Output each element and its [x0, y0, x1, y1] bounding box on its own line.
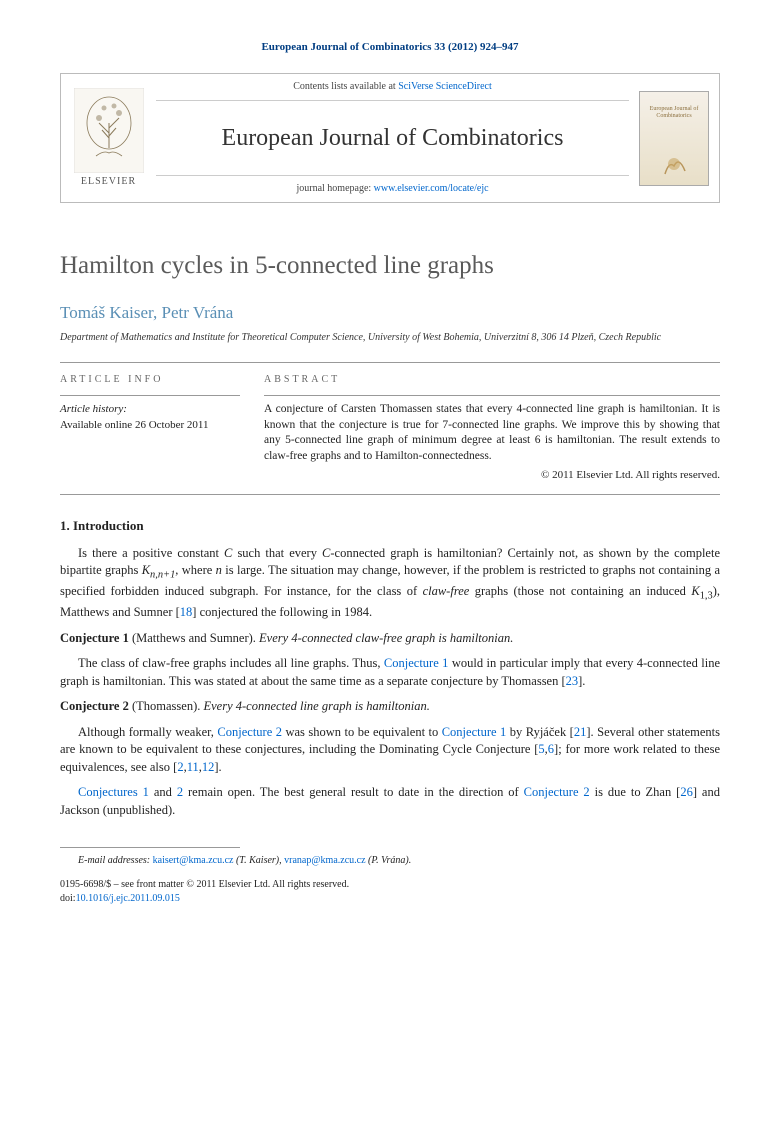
journal-name: European Journal of Combinatorics [156, 101, 629, 175]
cover-thumbnail: European Journal of Combinatorics [629, 74, 719, 202]
email-label: E-mail addresses: [78, 855, 153, 866]
cite-2[interactable]: 2 [177, 760, 183, 774]
article-info-label: article info [60, 373, 240, 387]
cite-18[interactable]: 18 [180, 605, 193, 619]
ref-conj1[interactable]: Conjecture 1 [442, 725, 507, 739]
homepage-prefix: journal homepage: [296, 183, 373, 194]
footer-meta: 0195-6698/$ – see front matter © 2011 El… [60, 878, 720, 906]
intro-para-3: Although formally weaker, Conjecture 2 w… [60, 724, 720, 777]
section-1-heading: 1. Introduction [60, 517, 720, 535]
text: is due to Zhan [ [590, 785, 681, 799]
journal-masthead: ELSEVIER Contents lists available at Sci… [60, 73, 720, 203]
text: Although formally weaker, [78, 725, 217, 739]
elsevier-logo: ELSEVIER [61, 74, 156, 202]
var-K: K [142, 563, 150, 577]
text: graphs (those not containing an induced [469, 584, 691, 598]
var-K: K [691, 584, 699, 598]
cover-image: European Journal of Combinatorics [639, 91, 709, 186]
intro-para-1: Is there a positive constant C such that… [60, 545, 720, 622]
text: ] conjectured the following in 1984. [192, 605, 372, 619]
journal-reference-header: European Journal of Combinatorics 33 (20… [60, 40, 720, 55]
abstract-block: abstract A conjecture of Carsten Thomass… [264, 373, 720, 483]
cite-26[interactable]: 26 [680, 785, 693, 799]
text: (P. Vrána). [366, 855, 412, 866]
history-text: Available online 26 October 2011 [60, 418, 240, 433]
text: (T. Kaiser), [233, 855, 284, 866]
conj1-label: Conjecture 1 [60, 631, 129, 645]
homepage-line: journal homepage: www.elsevier.com/locat… [156, 175, 629, 202]
text: ]. [214, 760, 221, 774]
article-authors: Tomáš Kaiser, Petr Vrána [60, 301, 720, 325]
text: The class of claw-free graphs includes a… [78, 656, 384, 670]
info-rule [60, 395, 240, 396]
ref-conj2[interactable]: Conjecture 2 [524, 785, 590, 799]
intro-para-4: Conjectures 1 and 2 remain open. The bes… [60, 784, 720, 819]
abstract-copyright: © 2011 Elsevier Ltd. All rights reserved… [264, 468, 720, 483]
contents-lists-line: Contents lists available at SciVerse Sci… [156, 74, 629, 101]
doi-prefix: doi: [60, 893, 76, 904]
conjecture-2: Conjecture 2 (Thomassen). Every 4-connec… [60, 698, 720, 716]
ref-conj2[interactable]: Conjecture 2 [217, 725, 282, 739]
cite-23[interactable]: 23 [566, 674, 579, 688]
conj2-source: (Thomassen). [129, 699, 204, 713]
cite-11[interactable]: 11 [187, 760, 199, 774]
masthead-center: Contents lists available at SciVerse Sci… [156, 74, 629, 202]
cite-5[interactable]: 5 [538, 742, 544, 756]
info-abstract-row: article info Article history: Available … [60, 362, 720, 494]
footnote-rule [60, 847, 240, 848]
cover-figure-icon [657, 146, 692, 181]
email-footnote: E-mail addresses: kaisert@kma.zcu.cz (T.… [60, 854, 720, 868]
text: such that every [232, 546, 322, 560]
contents-prefix: Contents lists available at [293, 81, 398, 92]
ref-conj1[interactable]: Conjectures 1 [78, 785, 149, 799]
elsevier-label: ELSEVIER [81, 175, 136, 189]
text: , where [175, 563, 215, 577]
text: Is there a positive constant [78, 546, 224, 560]
cite-12[interactable]: 12 [202, 760, 215, 774]
sciencedirect-link[interactable]: SciVerse ScienceDirect [398, 81, 492, 92]
article-affiliation: Department of Mathematics and Institute … [60, 331, 720, 344]
text: by Ryjáček [ [506, 725, 574, 739]
email-kaiser[interactable]: kaisert@kma.zcu.cz [153, 855, 234, 866]
article-info-block: article info Article history: Available … [60, 373, 240, 483]
conj1-statement: Every 4-connected claw-free graph is ham… [259, 631, 513, 645]
abstract-rule [264, 395, 720, 396]
term-clawfree: claw-free [423, 584, 470, 598]
issn-line: 0195-6698/$ – see front matter © 2011 El… [60, 878, 720, 892]
abstract-text: A conjecture of Carsten Thomassen states… [264, 402, 720, 464]
doi-link[interactable]: 10.1016/j.ejc.2011.09.015 [76, 893, 180, 904]
homepage-link[interactable]: www.elsevier.com/locate/ejc [374, 183, 489, 194]
ref-conj1[interactable]: Conjecture 1 [384, 656, 449, 670]
conj1-source: (Matthews and Sumner). [129, 631, 259, 645]
text: was shown to be equivalent to [282, 725, 442, 739]
email-vrana[interactable]: vranap@kma.zcu.cz [284, 855, 365, 866]
text: ]. [578, 674, 585, 688]
text: remain open. The best general result to … [183, 785, 524, 799]
text: and [149, 785, 177, 799]
article-title: Hamilton cycles in 5-connected line grap… [60, 248, 720, 283]
sub: n,n+1 [150, 570, 175, 581]
conjecture-1: Conjecture 1 (Matthews and Sumner). Ever… [60, 630, 720, 648]
sub: 1,3 [700, 591, 713, 602]
doi-line: doi:10.1016/j.ejc.2011.09.015 [60, 892, 720, 906]
cite-21[interactable]: 21 [574, 725, 587, 739]
elsevier-tree-icon [74, 88, 144, 173]
intro-para-2: The class of claw-free graphs includes a… [60, 655, 720, 690]
history-label: Article history: [60, 402, 240, 417]
abstract-label: abstract [264, 373, 720, 387]
conj2-label: Conjecture 2 [60, 699, 129, 713]
cover-journal-title: European Journal of Combinatorics [644, 106, 704, 120]
conj2-statement: Every 4-connected line graph is hamilton… [204, 699, 430, 713]
